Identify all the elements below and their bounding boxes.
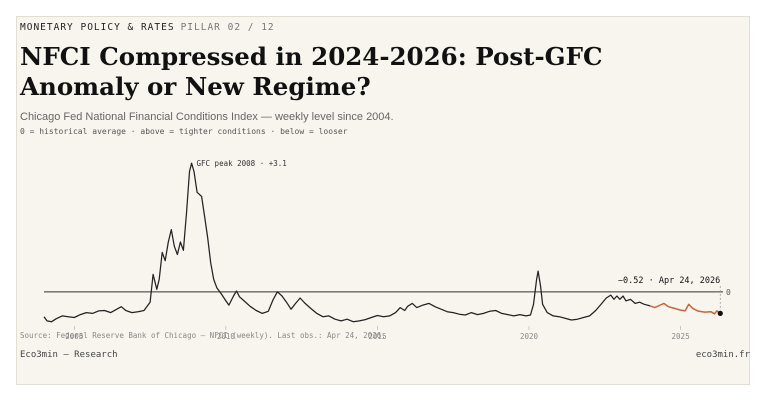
x-tick-label: 2020 xyxy=(520,332,539,341)
x-axis: 2005 2010 2015 2020 2025 xyxy=(65,326,690,341)
x-tick-label: 2025 xyxy=(672,332,690,341)
kicker: MONETARY POLICY & RATES PILLAR 02 / 12 xyxy=(20,22,275,33)
page-title: NFCI Compressed in 2024-2026: Post-GFC A… xyxy=(20,42,603,101)
x-tick-label: 2015 xyxy=(368,332,386,341)
x-tick-label: 2005 xyxy=(65,332,83,341)
chart-card xyxy=(16,16,750,385)
site-link[interactable]: eco3min.fr xyxy=(695,350,750,360)
chart-subtitle: Chicago Fed National Financial Condition… xyxy=(20,111,394,123)
last-obs-dot xyxy=(717,310,723,316)
kicker-pillar: PILLAR 02 / 12 xyxy=(180,22,275,33)
nfci-series-line xyxy=(43,162,651,323)
peak-annotation: GFC peak 2008 · +3.1 xyxy=(197,159,287,168)
zero-axis-label: 0 xyxy=(726,288,731,297)
source-note: Source: Federal Reserve Bank of Chicago … xyxy=(20,331,386,340)
chart-legend: 0 = historical average · above = tighter… xyxy=(20,127,348,136)
x-tick-label: 2010 xyxy=(217,332,236,341)
nfci-recent-line xyxy=(649,302,721,315)
kicker-section[interactable]: MONETARY POLICY & RATES xyxy=(20,22,175,33)
brand-footer: Eco3min — Research xyxy=(20,350,118,360)
last-obs-annotation: −0.52 · Apr 24, 2026 xyxy=(618,276,720,286)
